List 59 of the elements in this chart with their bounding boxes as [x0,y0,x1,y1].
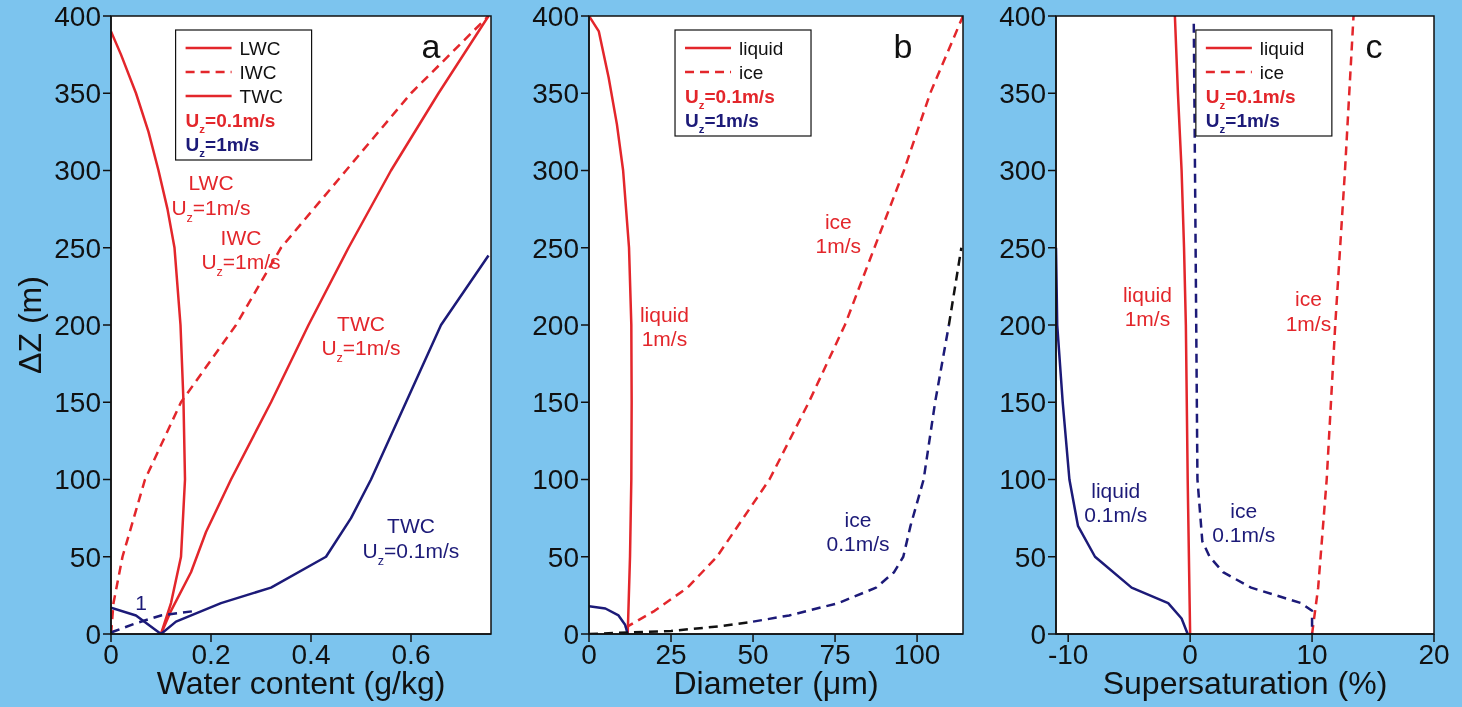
y-tick-label: 200 [54,309,101,341]
annotation: ice 1m/s [1285,287,1332,335]
annotation: liquid 1m/s [1122,282,1172,330]
annotation: U$_{z}$=0.1m/s [685,85,775,111]
y-tick-label: 200 [999,309,1046,341]
y-tick-label: 0 [1030,618,1046,650]
x-tick-label: 100 [893,638,941,670]
annotation: ice 0.1m/s [826,508,890,556]
annotation: LWC U$_{z}$=1m/s [171,171,251,225]
annotation: IWC U$_{z}$=1m/s [201,225,281,279]
annotation: liquid 1m/s [639,302,689,350]
y-tick-label: 250 [999,232,1046,264]
y-tick-label: 50 [69,541,101,573]
annotation: U$_{z}$=0.1m/s [1205,85,1296,111]
y-tick-label: 50 [547,541,579,573]
y-tick-label: 300 [54,155,101,187]
legend-label: LWC [239,38,281,59]
y-tick-label: 50 [1014,541,1046,573]
legend-label: TWC [239,86,283,107]
y-tick-label: 150 [54,387,101,419]
y-tick-label: 200 [532,309,579,341]
legend-label: ice [1259,62,1285,83]
legend-label: IWC [239,62,277,83]
annotation: U$_{z}$=1m/s [685,109,759,135]
annotation: ice 1m/s [815,210,862,258]
annotation: 1 [135,591,147,615]
legend-label: ice [739,62,764,83]
legend-label: liquid [1259,38,1305,59]
y-axis-title: ΔZ (m) [12,276,49,374]
annotation: TWC U$_{z}$=1m/s [321,312,401,366]
y-tick-label: 400 [54,0,101,32]
y-tick-label: 100 [999,464,1046,496]
y-tick-label: 250 [532,232,579,264]
y-tick-label: 0 [85,618,101,650]
y-tick-label: 250 [54,232,101,264]
y-tick-label: 300 [532,155,579,187]
y-tick-label: 400 [999,0,1046,32]
chart-title: b [893,26,913,65]
annotation: U$_{z}$=1m/s [185,133,260,159]
y-tick-label: 350 [999,78,1046,110]
y-tick-label: 300 [999,155,1046,187]
y-tick-label: 0 [563,618,579,650]
annotation: U$_{z}$=0.1m/s [185,109,276,135]
y-tick-label: 100 [54,464,101,496]
chart-title: a [421,26,441,65]
y-tick-label: 350 [532,78,579,110]
legend-label: liquid [739,38,784,59]
y-tick-label: 150 [532,387,579,419]
y-tick-label: 350 [54,78,101,110]
y-tick-label: 150 [999,387,1046,419]
y-tick-label: 400 [532,0,579,32]
annotation: ice 0.1m/s [1212,499,1276,547]
annotation: liquid 0.1m/s [1084,478,1148,527]
y-tick-label: 100 [532,464,579,496]
x-tick-label: 20 [1418,638,1450,670]
chart-title: c [1365,26,1383,65]
annotation: TWC U$_{z}$=0.1m/s [362,514,460,568]
annotation: U$_{z}$=1m/s [1205,109,1280,135]
x-tick-label: -10 [1047,638,1089,670]
